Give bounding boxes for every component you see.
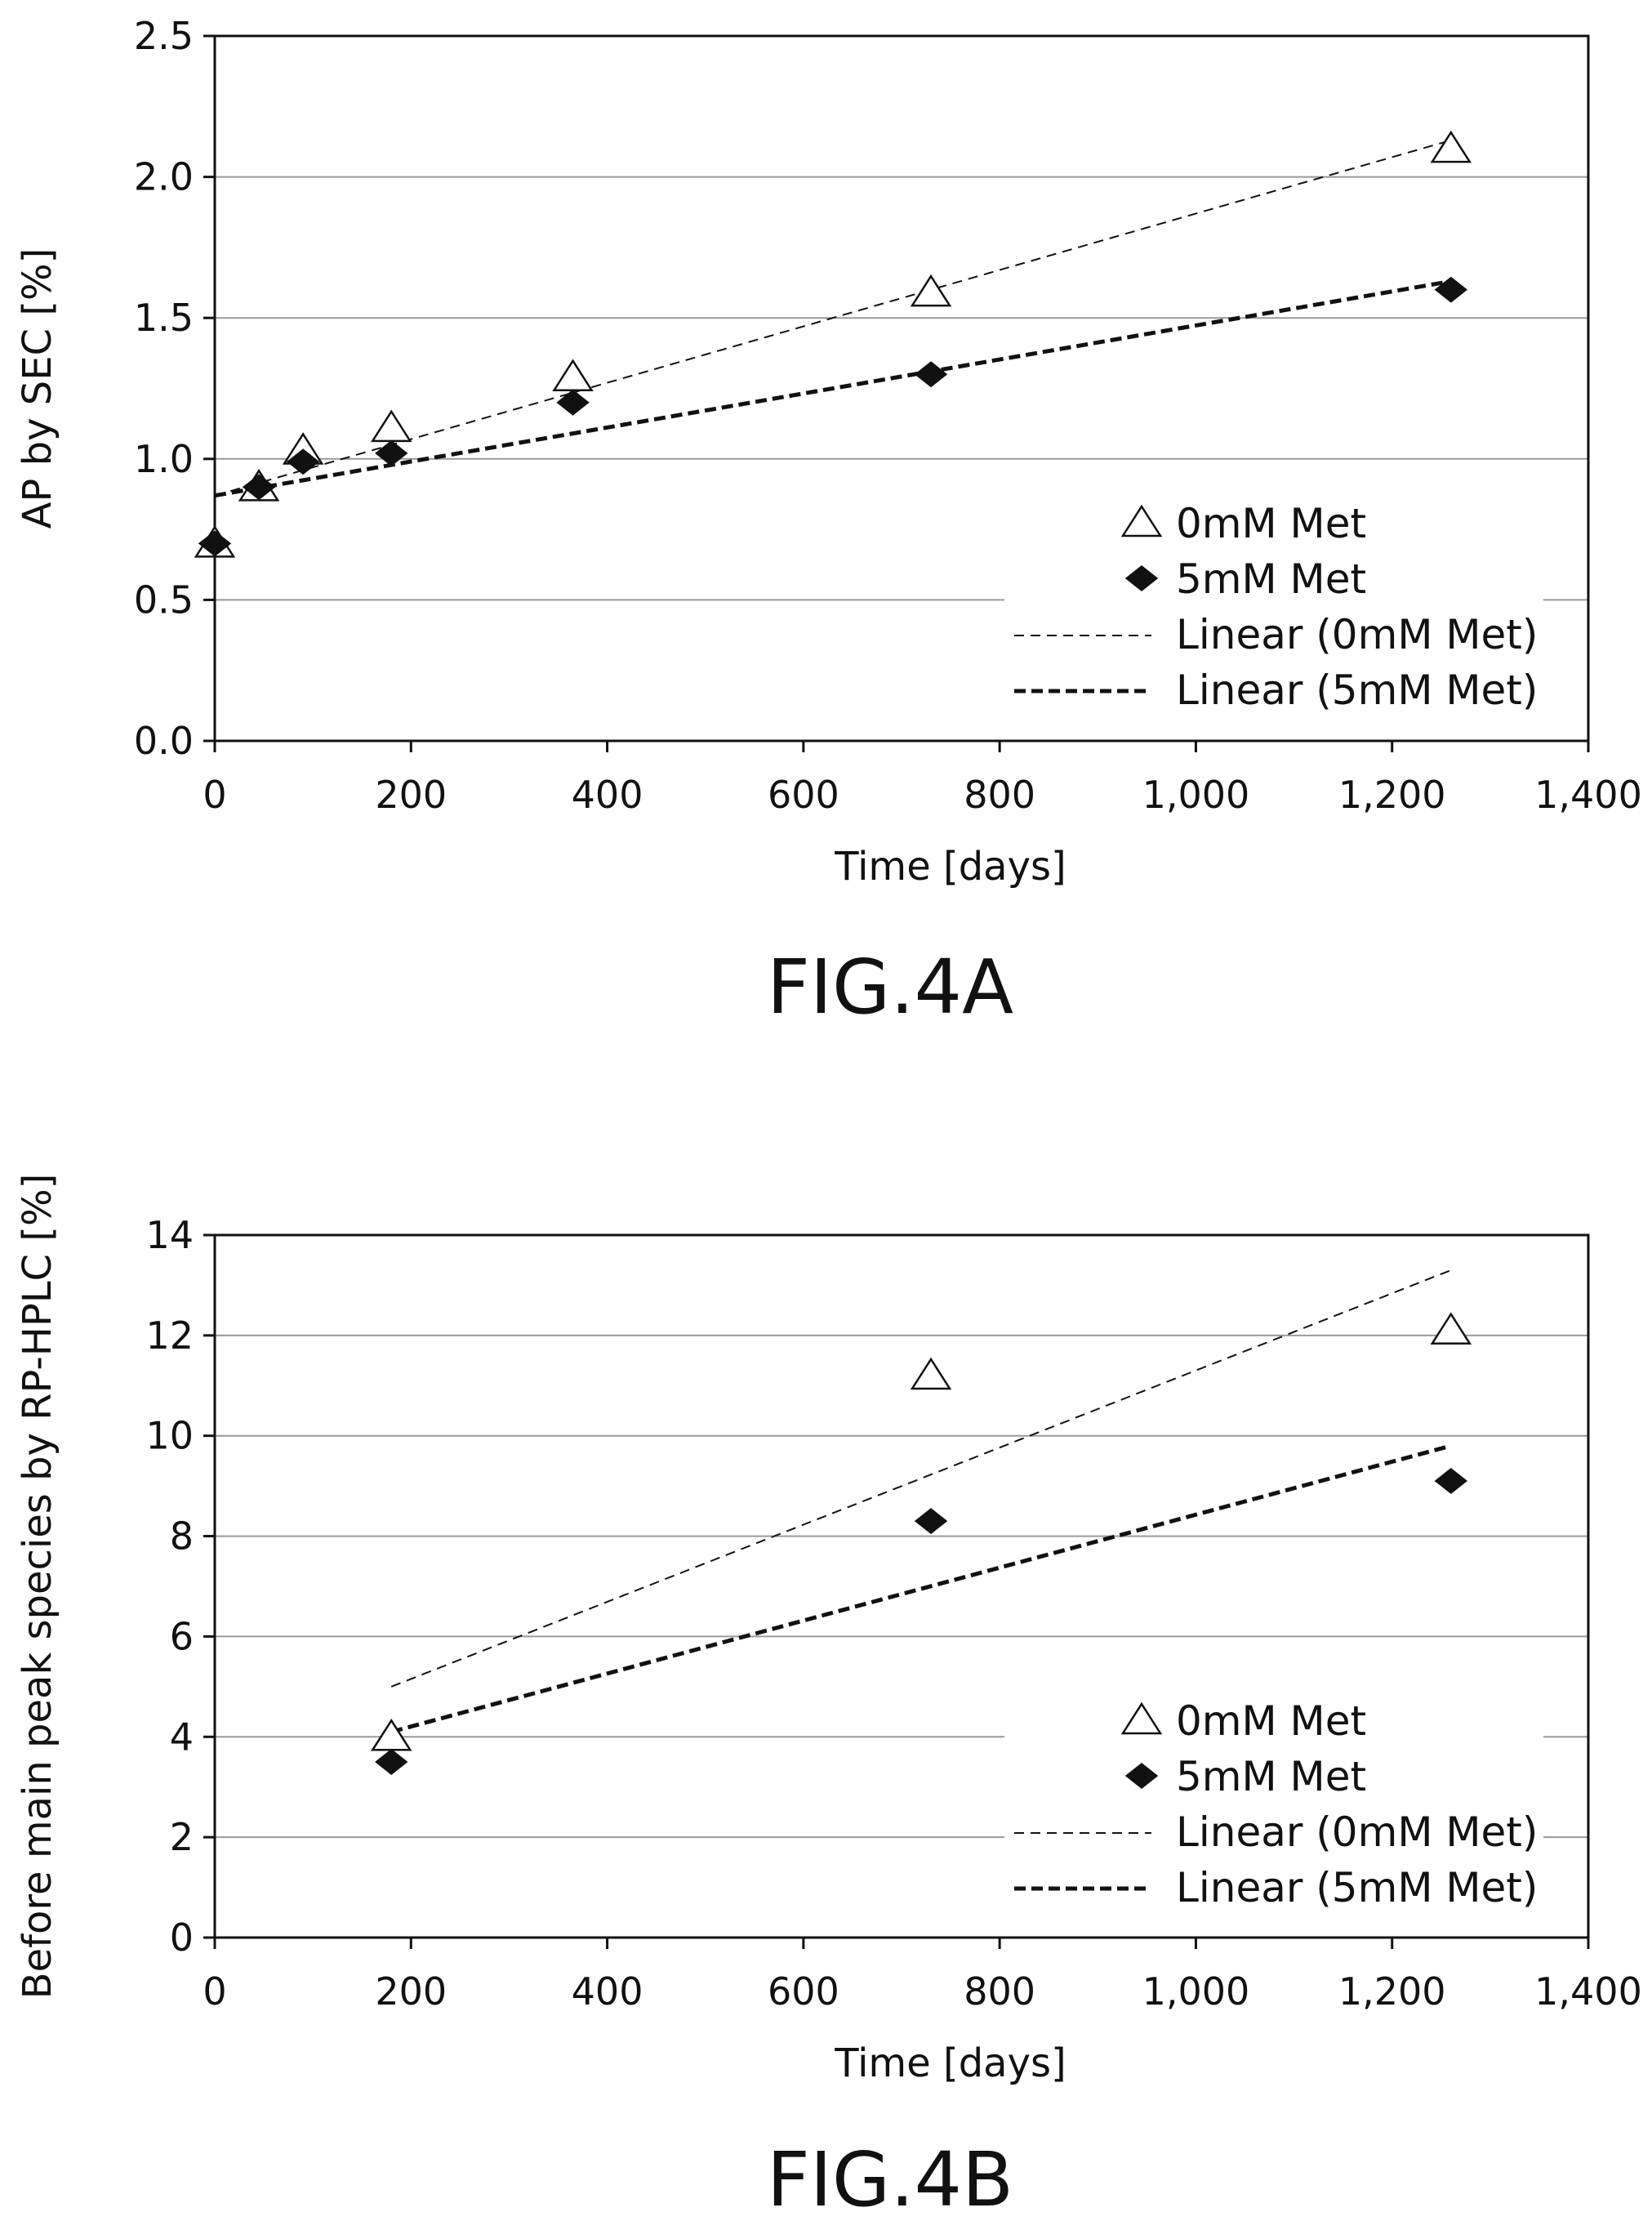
figure-caption: FIG.4A <box>767 943 1013 1031</box>
legend-label-linear-5mm-met: Linear (5mM Met) <box>1176 667 1538 714</box>
data-point-0mm-met <box>1430 1312 1472 1345</box>
y-tick-label: 6 <box>170 1614 194 1658</box>
legend-marker-5mm-met <box>1124 1763 1159 1789</box>
x-tick-label: 1,200 <box>1338 1969 1446 2014</box>
y-tick-label: 1.5 <box>134 296 194 340</box>
trendline-5mm-met <box>390 1443 1452 1734</box>
legend-marker-0mm-met <box>1120 504 1163 537</box>
y-tick-label: 2.5 <box>134 14 194 58</box>
x-tick-label: 200 <box>375 773 447 817</box>
data-point-5mm-met <box>1434 276 1468 303</box>
data-point-5mm-met <box>286 448 320 475</box>
x-tick-label: 200 <box>375 1969 447 2014</box>
legend-marker-5mm-met <box>1124 565 1159 591</box>
y-tick-label: 12 <box>145 1313 194 1358</box>
figure-caption: FIG.4B <box>767 2136 1013 2221</box>
y-tick-label: 0.5 <box>134 578 194 622</box>
legend-label-0mm-met: 0mM Met <box>1176 500 1366 547</box>
x-tick-label: 1,400 <box>1534 773 1642 817</box>
x-tick-label: 1,200 <box>1338 773 1446 817</box>
y-tick-label: 4 <box>170 1715 194 1759</box>
data-point-5mm-met <box>914 361 948 388</box>
data-point-0mm-met <box>910 274 952 307</box>
data-point-5mm-met <box>375 1749 408 1775</box>
x-axis-label: Time [days] <box>834 844 1066 890</box>
x-axis-label: Time [days] <box>834 2040 1066 2086</box>
x-tick-label: 0 <box>203 1969 226 2014</box>
data-point-5mm-met <box>375 439 408 466</box>
chart-fig-4b: 0 200 400 600 800 1,000 1,200 1,400 0 2 4 6 8 10 12 14 T… <box>15 1174 1642 2221</box>
data-point-0mm-met <box>370 1718 412 1751</box>
y-tick-label: 8 <box>170 1514 194 1559</box>
y-tick-label: 2.0 <box>134 155 194 199</box>
legend-background <box>1004 490 1543 727</box>
y-tick-label: 2 <box>170 1815 194 1859</box>
x-tick-label: 600 <box>768 1969 839 2014</box>
legend-label-linear-5mm-met: Linear (5mM Met) <box>1176 1864 1538 1911</box>
plot-frame <box>213 34 1590 743</box>
y-axis-label: Before main peak species by RP-HPLC [%] <box>15 1174 60 2000</box>
x-tick-label: 400 <box>572 1969 643 2014</box>
data-point-0mm-met <box>910 1357 952 1390</box>
legend-label-5mm-met: 5mM Met <box>1176 1753 1366 1800</box>
y-tick-label: 0.0 <box>134 719 194 763</box>
data-point-0mm-met <box>552 359 594 391</box>
y-tick-label: 1.0 <box>134 437 194 481</box>
y-tick-label: 0 <box>170 1916 194 1960</box>
legend-label-linear-0mm-met: Linear (0mM Met) <box>1176 1808 1538 1856</box>
chart-fig-4a: 0 200 400 600 800 1,000 1,200 1,400 0.0 0.5 1.0 1.5… <box>15 14 1642 1031</box>
legend-label-5mm-met: 5mM Met <box>1176 555 1366 603</box>
legend-label-linear-0mm-met: Linear (0mM Met) <box>1176 611 1538 658</box>
legend-label-0mm-met: 0mM Met <box>1176 1697 1366 1745</box>
x-tick-label: 800 <box>964 773 1035 817</box>
x-tick-label: 1,000 <box>1142 773 1250 817</box>
data-point-0mm-met <box>1430 130 1472 163</box>
data-point-0mm-met <box>370 409 412 443</box>
x-tick-label: 400 <box>572 773 643 817</box>
trendline-0mm-met <box>214 139 1452 497</box>
x-tick-label: 1,000 <box>1142 1969 1250 2014</box>
data-point-5mm-met <box>556 389 590 416</box>
legend-marker-0mm-met <box>1120 1701 1163 1735</box>
x-tick-label: 1,400 <box>1534 1969 1642 2014</box>
x-tick-label: 800 <box>964 1969 1035 2014</box>
x-tick-label: 0 <box>203 773 226 817</box>
x-tick-label: 600 <box>768 773 839 817</box>
data-point-5mm-met <box>914 1508 948 1535</box>
trendline-0mm-met <box>390 1269 1452 1688</box>
data-point-5mm-met <box>1434 1468 1468 1494</box>
trendline-5mm-met <box>214 279 1452 498</box>
legend-background <box>1004 1688 1543 1924</box>
y-tick-label: 10 <box>145 1414 194 1458</box>
plot-frame <box>213 1233 1590 1939</box>
y-tick-label: 14 <box>145 1213 194 1257</box>
y-axis-label: AP by SEC [%] <box>15 248 60 529</box>
data-point-5mm-met <box>242 474 276 501</box>
data-point-5mm-met <box>198 530 232 557</box>
